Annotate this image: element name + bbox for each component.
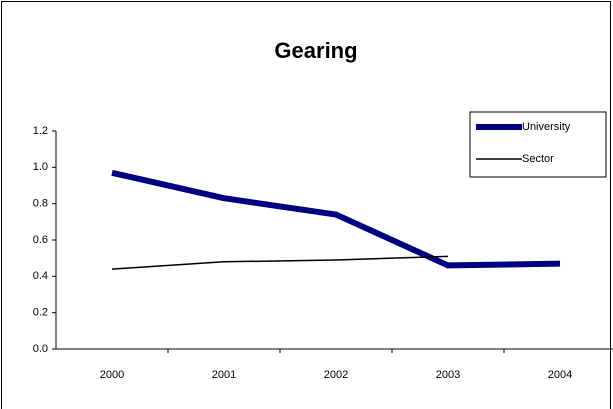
x-tick-label: 2002 — [324, 369, 348, 381]
y-tick-label: 1.2 — [33, 125, 48, 137]
x-tick-label: 2004 — [548, 369, 572, 381]
series-line — [111, 255, 449, 270]
series-line — [111, 169, 561, 269]
legend-box — [469, 111, 607, 178]
y-tick-label: 0.6 — [33, 234, 48, 246]
chart-title: Gearing — [274, 38, 357, 63]
y-tick-label: 1.0 — [33, 161, 48, 173]
y-tick-label: 0.2 — [33, 307, 48, 319]
legend-label: Sector — [522, 153, 554, 165]
x-tick-label: 2000 — [100, 369, 124, 381]
y-tick-label: 0.8 — [33, 198, 48, 210]
y-tick-label: 0.4 — [33, 270, 48, 282]
legend-label: University — [522, 121, 571, 133]
x-tick-label: 2001 — [212, 369, 236, 381]
y-tick-label: 0.0 — [33, 343, 48, 355]
x-tick-label: 2003 — [436, 369, 460, 381]
